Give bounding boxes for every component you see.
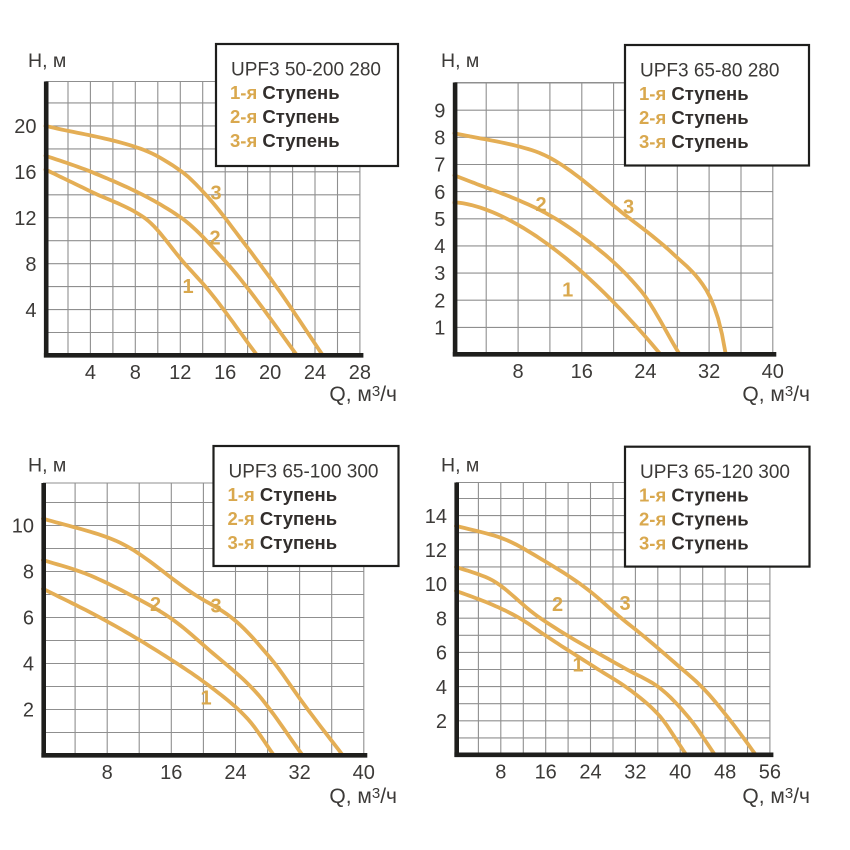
svg-text:16: 16 bbox=[160, 762, 182, 784]
svg-text:12: 12 bbox=[169, 362, 191, 384]
svg-text:40: 40 bbox=[353, 762, 375, 784]
svg-text:2-я Ступень: 2-я Ступень bbox=[230, 106, 340, 127]
svg-text:20: 20 bbox=[14, 116, 36, 138]
svg-text:3-я Ступень: 3-я Ступень bbox=[230, 130, 340, 151]
svg-text:1: 1 bbox=[434, 318, 445, 340]
svg-text:5: 5 bbox=[434, 209, 445, 231]
svg-text:4: 4 bbox=[434, 236, 445, 258]
svg-text:48: 48 bbox=[714, 762, 736, 784]
svg-text:16: 16 bbox=[14, 162, 36, 184]
svg-text:7: 7 bbox=[434, 155, 445, 177]
svg-text:1-я Ступень: 1-я Ступень bbox=[639, 83, 749, 104]
svg-text:56: 56 bbox=[759, 762, 781, 784]
svg-text:2: 2 bbox=[209, 228, 220, 250]
svg-text:16: 16 bbox=[535, 762, 557, 784]
svg-text:6: 6 bbox=[434, 182, 445, 204]
svg-text:H, м: H, м bbox=[441, 50, 479, 72]
svg-text:8: 8 bbox=[25, 254, 36, 276]
svg-text:1: 1 bbox=[562, 280, 573, 302]
svg-text:H, м: H, м bbox=[441, 454, 479, 476]
svg-text:10: 10 bbox=[425, 574, 447, 596]
svg-text:4: 4 bbox=[25, 300, 36, 322]
svg-text:32: 32 bbox=[624, 762, 646, 784]
svg-text:Q, м3/ч: Q, м3/ч bbox=[742, 785, 810, 808]
svg-text:6: 6 bbox=[436, 643, 447, 665]
svg-text:2: 2 bbox=[434, 290, 445, 312]
svg-text:3-я Ступень: 3-я Ступень bbox=[228, 532, 338, 553]
svg-text:16: 16 bbox=[571, 361, 593, 383]
svg-text:UPF3 65-80 280: UPF3 65-80 280 bbox=[640, 61, 779, 82]
svg-text:2: 2 bbox=[436, 711, 447, 733]
svg-text:32: 32 bbox=[698, 361, 720, 383]
svg-text:3: 3 bbox=[623, 197, 634, 219]
svg-text:8: 8 bbox=[495, 762, 506, 784]
svg-text:1: 1 bbox=[182, 276, 193, 298]
svg-text:16: 16 bbox=[214, 362, 236, 384]
svg-text:1: 1 bbox=[200, 688, 211, 710]
svg-text:2: 2 bbox=[535, 194, 546, 216]
svg-text:4: 4 bbox=[436, 677, 447, 699]
svg-text:2-я Ступень: 2-я Ступень bbox=[639, 107, 749, 128]
svg-text:8: 8 bbox=[436, 608, 447, 630]
svg-text:1-я Ступень: 1-я Ступень bbox=[228, 484, 338, 505]
svg-text:12: 12 bbox=[14, 208, 36, 230]
svg-text:3-я Ступень: 3-я Ступень bbox=[639, 533, 749, 554]
svg-text:24: 24 bbox=[304, 362, 326, 384]
svg-text:4: 4 bbox=[85, 362, 96, 384]
svg-text:20: 20 bbox=[259, 362, 281, 384]
svg-text:9: 9 bbox=[434, 100, 445, 122]
svg-text:10: 10 bbox=[12, 516, 34, 538]
svg-text:3: 3 bbox=[210, 596, 221, 618]
svg-text:1-я Ступень: 1-я Ступень bbox=[230, 82, 340, 103]
svg-text:3: 3 bbox=[619, 593, 630, 615]
svg-text:3: 3 bbox=[434, 263, 445, 285]
svg-text:8: 8 bbox=[102, 762, 113, 784]
svg-text:3: 3 bbox=[210, 183, 221, 205]
svg-text:6: 6 bbox=[23, 608, 34, 630]
svg-text:8: 8 bbox=[513, 361, 524, 383]
svg-text:2: 2 bbox=[150, 594, 161, 616]
svg-text:2: 2 bbox=[552, 594, 563, 616]
svg-text:1-я Ступень: 1-я Ступень bbox=[639, 485, 749, 506]
svg-text:40: 40 bbox=[762, 361, 784, 383]
svg-text:8: 8 bbox=[434, 128, 445, 150]
svg-text:1: 1 bbox=[572, 655, 583, 677]
svg-text:32: 32 bbox=[288, 762, 310, 784]
svg-text:2-я Ступень: 2-я Ступень bbox=[228, 508, 338, 529]
svg-text:24: 24 bbox=[634, 361, 656, 383]
svg-text:UPF3 65-100 300: UPF3 65-100 300 bbox=[229, 462, 379, 483]
svg-text:40: 40 bbox=[669, 762, 691, 784]
svg-text:3-я Ступень: 3-я Ступень bbox=[639, 131, 749, 152]
svg-text:8: 8 bbox=[130, 362, 141, 384]
svg-text:12: 12 bbox=[425, 540, 447, 562]
svg-text:UPF3 65-120 300: UPF3 65-120 300 bbox=[640, 462, 790, 483]
svg-text:28: 28 bbox=[349, 362, 371, 384]
svg-text:24: 24 bbox=[224, 762, 246, 784]
svg-text:Q, м3/ч: Q, м3/ч bbox=[329, 383, 397, 406]
svg-text:H, м: H, м bbox=[28, 454, 66, 476]
svg-text:24: 24 bbox=[579, 762, 601, 784]
svg-text:2-я Ступень: 2-я Ступень bbox=[639, 509, 749, 530]
svg-text:14: 14 bbox=[425, 506, 447, 528]
svg-text:Q, м3/ч: Q, м3/ч bbox=[742, 383, 810, 406]
svg-text:H, м: H, м bbox=[28, 50, 66, 72]
svg-text:4: 4 bbox=[23, 654, 34, 676]
svg-text:Q, м3/ч: Q, м3/ч bbox=[329, 785, 397, 808]
svg-text:8: 8 bbox=[23, 562, 34, 584]
svg-text:2: 2 bbox=[23, 700, 34, 722]
svg-text:UPF3 50-200 280: UPF3 50-200 280 bbox=[231, 60, 381, 81]
